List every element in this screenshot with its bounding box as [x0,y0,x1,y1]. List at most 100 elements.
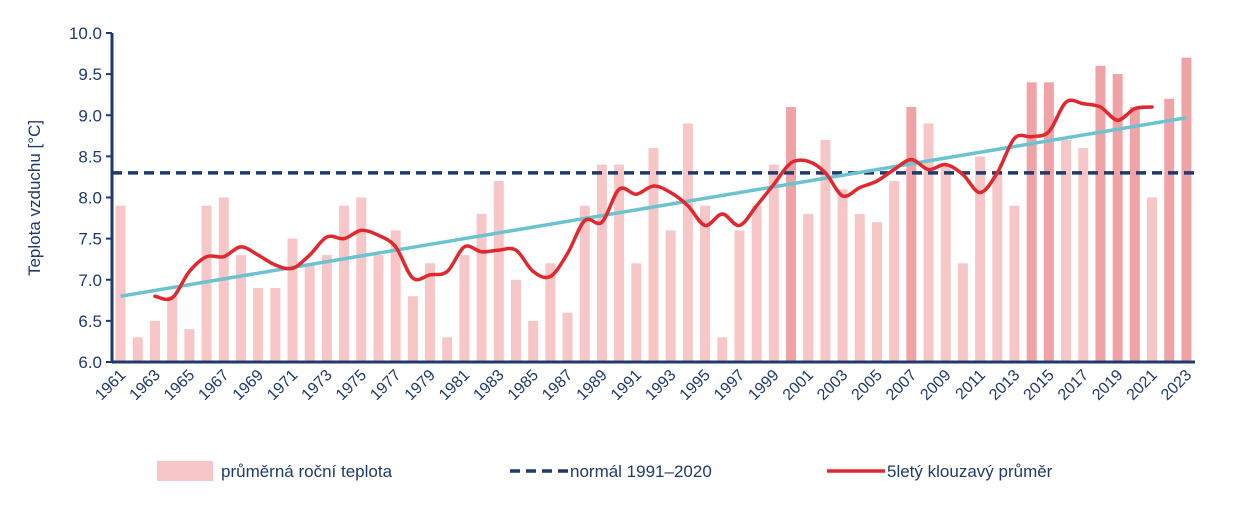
bar-1995 [700,205,711,362]
bar-2021 [1147,197,1158,362]
moving-average-line [153,98,1154,302]
bar-1969 [253,287,264,362]
x-tick-label: 1967 [195,367,232,404]
x-tick-label: 1987 [539,367,576,404]
y-tick-label: 6.0 [78,353,102,372]
x-tick-label: 1965 [161,367,198,404]
legend-bar-label: průměrná roční teplota [221,462,393,481]
bar-1970 [270,287,281,362]
y-tick-label: 8.5 [78,147,102,166]
bar-series [115,57,1192,363]
bar-2018 [1095,65,1106,363]
bar-1991 [631,263,642,362]
bar-1963 [149,320,160,363]
bar-2013 [1009,205,1020,362]
legend: průměrná roční teplota normál 1991–2020 … [157,461,1053,481]
bar-1994 [682,123,693,362]
bar-1966 [201,205,212,362]
bar-1964 [167,296,178,362]
y-tick-label: 8.0 [78,189,102,208]
bar-2003 [837,189,848,362]
bar-1993 [665,230,676,362]
x-tick-label: 1997 [711,367,748,404]
bar-1962 [132,337,143,362]
x-tick-label: 2017 [1055,367,1092,404]
x-tick-label: 1995 [677,367,714,404]
x-tick-label: 2005 [849,367,886,404]
legend-moving-avg-label: 5letý klouzavý průměr [887,462,1053,481]
x-tick-label: 1979 [402,367,439,404]
legend-normal-label: normál 1991–2020 [570,462,712,481]
bar-2016 [1061,139,1072,362]
bar-2011 [975,156,986,363]
x-tick-label: 2001 [780,367,817,404]
bar-1983 [493,181,504,362]
x-tick-label: 1983 [470,367,507,404]
x-tick-label: 2015 [1021,367,1058,404]
y-tick-label: 7.5 [78,230,102,249]
x-tick-label: 1975 [333,367,370,404]
bar-1988 [579,205,590,362]
x-tick-label: 2009 [917,367,954,404]
x-tick-label: 2007 [883,367,920,404]
y-tick-label: 9.5 [78,65,102,84]
bar-1985 [528,320,539,363]
bar-1997 [734,230,745,362]
bar-2015 [1043,82,1054,362]
x-tick-label: 2023 [1158,367,1195,404]
bar-1987 [562,312,573,362]
x-tick-label: 1977 [367,367,404,404]
x-tick-label: 1991 [608,367,645,404]
bar-2004 [854,213,865,362]
bar-1975 [356,197,367,362]
bar-1968 [235,255,246,362]
x-tick-label: 1989 [574,367,611,404]
bar-1986 [545,263,556,362]
bar-2007 [906,107,917,362]
bar-2020 [1129,107,1140,362]
x-tick-label: 2019 [1089,367,1126,404]
x-tick-label: 1981 [436,367,473,404]
bar-1961 [115,205,126,362]
bar-2009 [940,164,951,362]
bar-1984 [510,279,521,362]
bar-1996 [717,337,728,362]
bar-1976 [373,255,384,362]
line-layer [112,98,1195,302]
x-tick-label: 1985 [505,367,542,404]
legend-bar-swatch [157,461,213,481]
bar-1965 [184,329,195,362]
bar-1980 [442,337,453,362]
bar-2012 [992,172,1003,362]
bar-2014 [1026,82,1037,362]
bar-1979 [425,263,436,362]
bar-1974 [339,205,350,362]
x-tick-label: 2011 [953,367,989,403]
bar-1982 [476,213,487,362]
x-tick-label: 1993 [642,367,679,404]
bar-2002 [820,139,831,362]
bar-1971 [287,238,298,363]
y-tick-label: 10.0 [69,24,102,43]
bar-2010 [957,263,968,362]
x-tick-label: 1973 [299,367,336,404]
x-tick-label: 2003 [814,367,851,404]
bar-1973 [321,255,332,362]
x-tick-label: 1963 [127,367,164,404]
bar-1999 [768,164,779,362]
y-tick-label: 6.5 [78,312,102,331]
y-tick-label: 9.0 [78,106,102,125]
x-tick-label: 1971 [264,367,301,404]
bar-1972 [304,263,315,362]
bar-1989 [596,164,607,362]
bar-1992 [648,148,659,362]
x-tick-label: 1961 [92,367,129,404]
x-tick-label: 2021 [1124,367,1161,404]
bar-1977 [390,230,401,362]
bar-1978 [407,296,418,362]
x-tick-label: 1999 [745,367,782,404]
bar-2006 [889,181,900,362]
bar-2022 [1164,98,1175,363]
bar-2005 [871,222,882,362]
